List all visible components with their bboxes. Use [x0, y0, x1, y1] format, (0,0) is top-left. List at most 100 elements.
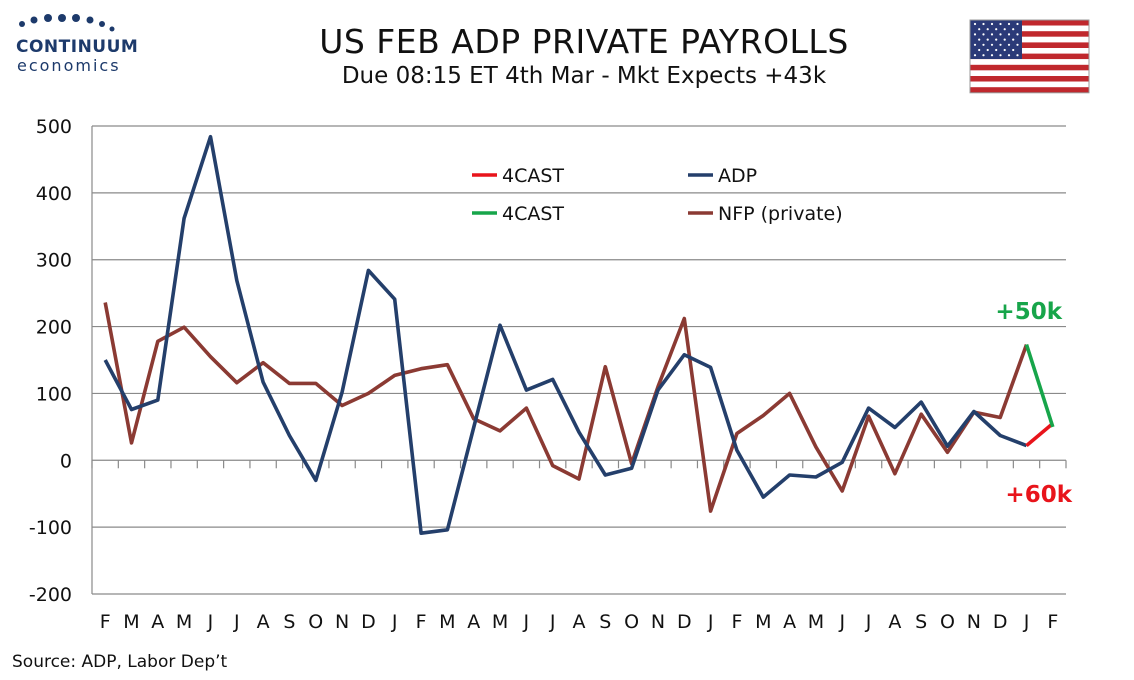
x-tick-label: S — [915, 611, 927, 633]
x-tick-label: F — [416, 611, 427, 633]
logo-dot-icon — [44, 14, 52, 22]
flag-star — [999, 33, 1002, 36]
x-tick-label: M — [492, 611, 508, 633]
flag-stripe — [970, 31, 1089, 37]
x-tick-label: F — [731, 611, 742, 633]
x-tick-label: N — [335, 611, 349, 633]
flag-star — [999, 43, 1002, 46]
x-tick-label: A — [467, 611, 480, 633]
x-tick-label: O — [624, 611, 639, 633]
flag-star — [978, 28, 981, 31]
x-tick-label: J — [233, 611, 240, 633]
flag-stripe — [970, 36, 1089, 43]
legend-label: NFP (private) — [718, 203, 843, 225]
flag-star — [982, 43, 985, 46]
logo-name: CONTINUUM — [16, 37, 139, 57]
series-line-4cast — [1025, 422, 1054, 447]
y-tick-label: 300 — [36, 250, 72, 272]
x-tick-label: J — [1023, 611, 1030, 633]
flag-star — [1012, 48, 1015, 52]
x-tick-label: O — [940, 611, 955, 633]
x-tick-label: A — [573, 611, 586, 633]
flag-star — [995, 48, 998, 52]
flag-star — [1012, 38, 1015, 41]
flag-star — [990, 33, 994, 36]
flag-stripe — [970, 70, 1089, 76]
y-tick-label: 200 — [36, 317, 72, 339]
logo-dot-icon — [19, 21, 25, 27]
x-tick-label: S — [283, 611, 295, 633]
flag-stripe — [970, 64, 1089, 71]
flag-star — [973, 43, 977, 46]
x-tick-label: J — [207, 611, 214, 633]
x-tick-label: M — [123, 611, 139, 633]
flag-star — [990, 22, 994, 26]
y-tick-label: 0 — [60, 450, 72, 472]
x-tick-label: J — [865, 611, 872, 633]
x-tick-label: A — [888, 611, 901, 633]
chart-subtitle: Due 08:15 ET 4th Mar - Mkt Expects +43k — [341, 63, 827, 89]
legend-label: 4CAST — [502, 165, 564, 187]
flag-stripe — [970, 59, 1089, 65]
x-tick-label: M — [755, 611, 771, 633]
flag-star — [973, 22, 977, 26]
x-tick-label: F — [100, 611, 111, 633]
x-tick-label: J — [391, 611, 398, 633]
flag-star — [990, 43, 994, 46]
flag-star — [1007, 22, 1011, 26]
flag-star — [973, 54, 977, 57]
x-tick-label: J — [838, 611, 845, 633]
y-tick-label: -200 — [29, 584, 72, 606]
flag-stripe — [970, 76, 1089, 82]
flag-star — [1016, 22, 1019, 26]
series-line-4cast — [1024, 344, 1055, 428]
flag-star — [995, 38, 998, 41]
logo-dot-icon — [72, 14, 80, 22]
flag-star — [999, 22, 1002, 26]
flag-star — [982, 22, 985, 26]
series-line-adp — [103, 134, 1028, 535]
x-tick-label: M — [176, 611, 192, 633]
flag-star — [1012, 28, 1015, 31]
x-tick-label: A — [783, 611, 796, 633]
x-tick-label: N — [967, 611, 981, 633]
flag-star — [1007, 54, 1011, 57]
annotation-label: +60k — [1005, 482, 1072, 508]
us-flag-icon — [969, 19, 1090, 94]
x-tick-label: A — [151, 611, 164, 633]
annotation-label: +50k — [995, 299, 1062, 325]
flag-stripe — [970, 25, 1089, 32]
flag-star — [973, 33, 977, 36]
x-tick-label: D — [361, 611, 376, 633]
logo-dot-icon — [109, 26, 115, 32]
x-tick-label: J — [523, 611, 530, 633]
x-tick-label: M — [439, 611, 455, 633]
x-tick-label: D — [677, 611, 692, 633]
flag-star — [995, 28, 998, 31]
flag-star — [982, 33, 985, 36]
flag-star — [978, 38, 981, 41]
x-tick-label: J — [549, 611, 556, 633]
flag-star — [1007, 43, 1011, 46]
flag-star — [978, 48, 981, 52]
y-tick-label: 100 — [36, 383, 72, 405]
y-tick-label: 400 — [36, 183, 72, 205]
flag-star — [1003, 28, 1006, 31]
flag-star — [986, 48, 989, 52]
x-tick-label: N — [651, 611, 665, 633]
flag-stripe — [970, 20, 1089, 26]
x-tick-label: A — [257, 611, 270, 633]
legend-label: 4CAST — [502, 203, 564, 225]
x-tick-label: M — [808, 611, 824, 633]
x-tick-label: O — [308, 611, 323, 633]
flag-stripe — [970, 53, 1089, 60]
flag-stripe — [970, 42, 1089, 48]
flag-stripe — [970, 87, 1089, 93]
flag-star — [1007, 33, 1011, 36]
flag-star — [1003, 48, 1006, 52]
logo-dot-icon — [99, 21, 105, 27]
flag-stripe — [970, 48, 1089, 54]
flag-star — [990, 54, 994, 57]
logo-sub: economics — [17, 56, 121, 75]
